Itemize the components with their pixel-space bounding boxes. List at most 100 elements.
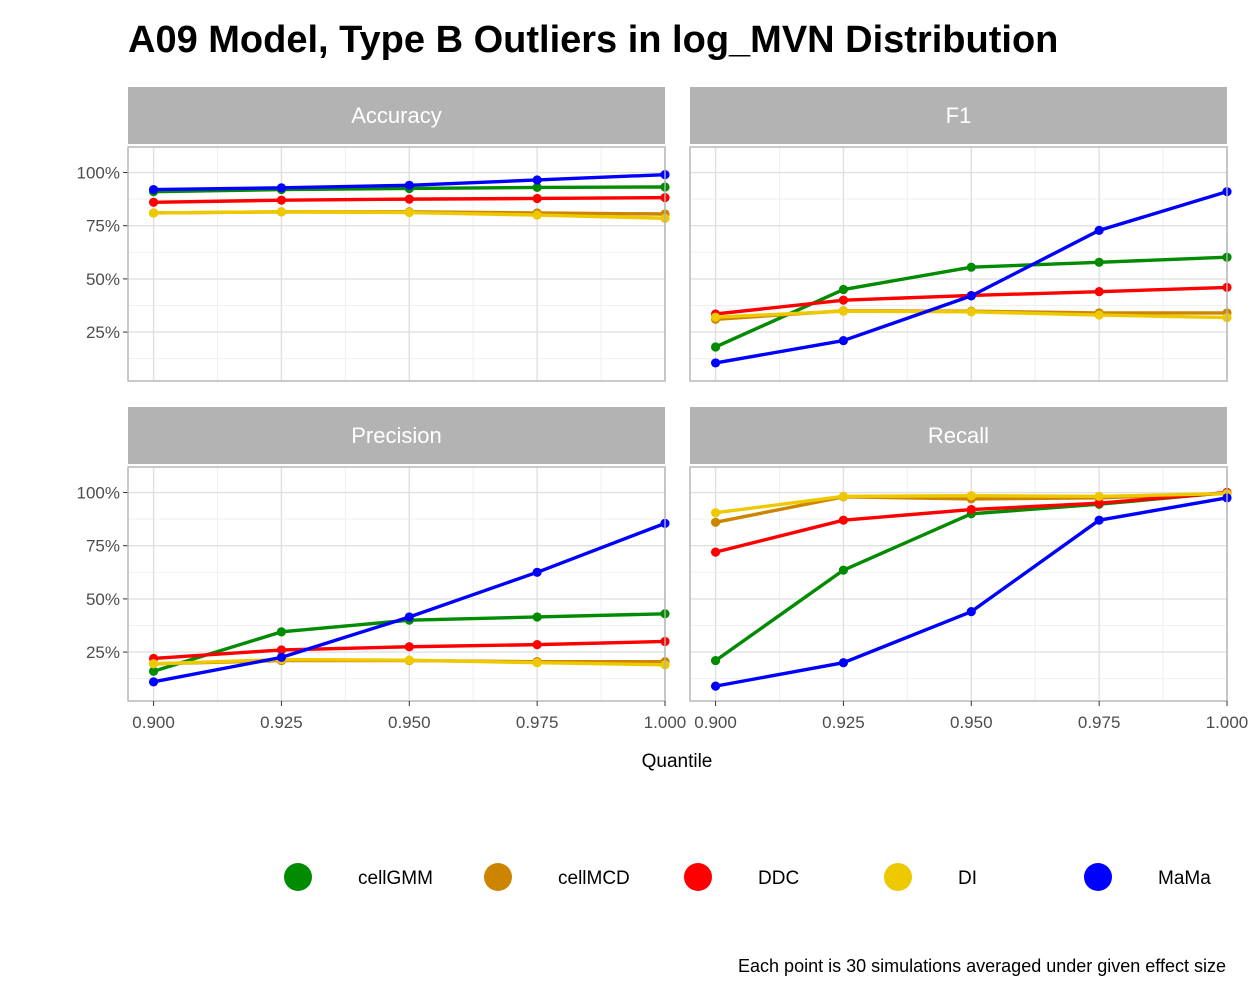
x-tick-label: 0.900 bbox=[132, 713, 175, 732]
legend-item-ddc: DDC bbox=[684, 863, 799, 891]
data-point bbox=[404, 642, 414, 652]
legend-key bbox=[884, 863, 912, 891]
strip-accuracy bbox=[128, 87, 665, 144]
legend-item-cellgmm: cellGMM bbox=[284, 863, 433, 891]
legend-label: cellMCD bbox=[558, 868, 630, 889]
y-tick-label: 100% bbox=[77, 164, 120, 183]
data-point bbox=[966, 607, 976, 617]
panel-border bbox=[127, 146, 666, 382]
data-point bbox=[148, 659, 159, 669]
strip-precision bbox=[128, 407, 665, 464]
data-point bbox=[532, 640, 542, 650]
legend-label: DI bbox=[958, 868, 977, 889]
data-point bbox=[532, 567, 542, 577]
strip-recall bbox=[690, 407, 1227, 464]
strip-label-recall: Recall bbox=[928, 423, 989, 448]
data-point bbox=[710, 547, 721, 557]
x-axis-title: Quantile bbox=[642, 751, 713, 772]
data-point bbox=[532, 612, 542, 622]
data-point bbox=[838, 284, 849, 295]
y-tick-label: 50% bbox=[86, 270, 120, 289]
data-point bbox=[532, 182, 542, 193]
legend-key bbox=[484, 863, 512, 891]
y-tick-label: 25% bbox=[86, 643, 120, 662]
legend: cellGMM cellMCD DDC DI MaMa bbox=[284, 863, 1211, 891]
series-cellgmm-f1 bbox=[710, 252, 1232, 352]
y-tick-label: 50% bbox=[86, 590, 120, 609]
data-point bbox=[710, 342, 721, 352]
data-point bbox=[276, 645, 287, 655]
data-point bbox=[710, 508, 721, 518]
legend-key bbox=[1084, 863, 1112, 891]
panels: Accuracy 25% 50% 75% 100% F1 Precision 25% 50% 75… bbox=[77, 87, 1232, 706]
panel-recall: Recall bbox=[689, 407, 1232, 706]
data-point bbox=[148, 208, 159, 218]
series-mama-accuracy bbox=[148, 170, 670, 195]
panel-border bbox=[689, 466, 1228, 702]
panel-accuracy: Accuracy 25% 50% 75% 100% bbox=[77, 87, 670, 382]
data-point bbox=[276, 195, 287, 205]
data-point bbox=[532, 175, 542, 185]
legend-item-cellmcd: cellMCD bbox=[484, 863, 630, 891]
chart-title: A09 Model, Type B Outliers in log_MVN Di… bbox=[128, 19, 1058, 61]
chart-caption: Each point is 30 simulations averaged un… bbox=[738, 956, 1226, 976]
series-mama-precision bbox=[148, 518, 670, 687]
data-point bbox=[148, 666, 159, 676]
panel-precision: Precision 25% 50% 75% 100% bbox=[77, 407, 670, 706]
panel-border bbox=[127, 466, 666, 702]
data-point bbox=[1094, 310, 1104, 320]
data-point bbox=[276, 207, 287, 217]
data-point bbox=[966, 262, 976, 272]
x-tick-label: 1.000 bbox=[1206, 713, 1249, 732]
strip-label-accuracy: Accuracy bbox=[351, 103, 441, 128]
strip-label-f1: F1 bbox=[946, 103, 972, 128]
x-tick-label: 0.975 bbox=[516, 713, 559, 732]
series-mama-recall bbox=[710, 493, 1232, 691]
data-point bbox=[966, 491, 976, 501]
data-point bbox=[1094, 257, 1104, 267]
series-di-precision bbox=[148, 654, 670, 670]
x-tick-label: 0.950 bbox=[388, 713, 431, 732]
data-point bbox=[276, 627, 287, 637]
data-point bbox=[966, 504, 976, 515]
data-point bbox=[148, 677, 159, 687]
data-point bbox=[838, 565, 849, 575]
x-tick-label: 0.900 bbox=[694, 713, 737, 732]
data-point bbox=[838, 515, 849, 525]
data-point bbox=[532, 193, 542, 204]
data-point bbox=[148, 184, 159, 195]
data-point bbox=[532, 658, 542, 668]
strip-label-precision: Precision bbox=[351, 423, 441, 448]
data-point bbox=[532, 210, 542, 220]
x-tick-label: 0.975 bbox=[1078, 713, 1121, 732]
data-point bbox=[276, 652, 287, 662]
y-tick-label: 25% bbox=[86, 323, 120, 342]
data-point bbox=[710, 655, 721, 666]
strip-f1 bbox=[690, 87, 1227, 144]
data-point bbox=[404, 207, 414, 218]
data-point bbox=[710, 312, 721, 322]
data-point bbox=[838, 335, 849, 346]
x-tick-label: 0.925 bbox=[260, 713, 303, 732]
legend-label: MaMa bbox=[1158, 868, 1211, 889]
legend-item-mama: MaMa bbox=[1084, 863, 1211, 891]
x-tick-label: 0.950 bbox=[950, 713, 993, 732]
panel-border bbox=[689, 146, 1228, 382]
x-tick-label: 1.000 bbox=[644, 713, 687, 732]
data-point bbox=[404, 194, 414, 204]
data-point bbox=[1094, 225, 1104, 235]
data-point bbox=[966, 291, 976, 301]
data-point bbox=[710, 681, 721, 691]
x-axis-labels: 0.900 0.925 0.950 0.975 1.000 0.900 0.925 0.950… bbox=[132, 713, 1248, 732]
data-point bbox=[404, 180, 414, 190]
data-point bbox=[1094, 498, 1104, 508]
data-point bbox=[1094, 287, 1104, 297]
data-point bbox=[838, 491, 849, 501]
data-point bbox=[404, 655, 414, 665]
data-point bbox=[1094, 491, 1104, 501]
legend-label: cellGMM bbox=[358, 868, 433, 889]
data-point bbox=[404, 612, 414, 622]
x-tick-label: 0.925 bbox=[822, 713, 865, 732]
data-point bbox=[966, 307, 976, 317]
